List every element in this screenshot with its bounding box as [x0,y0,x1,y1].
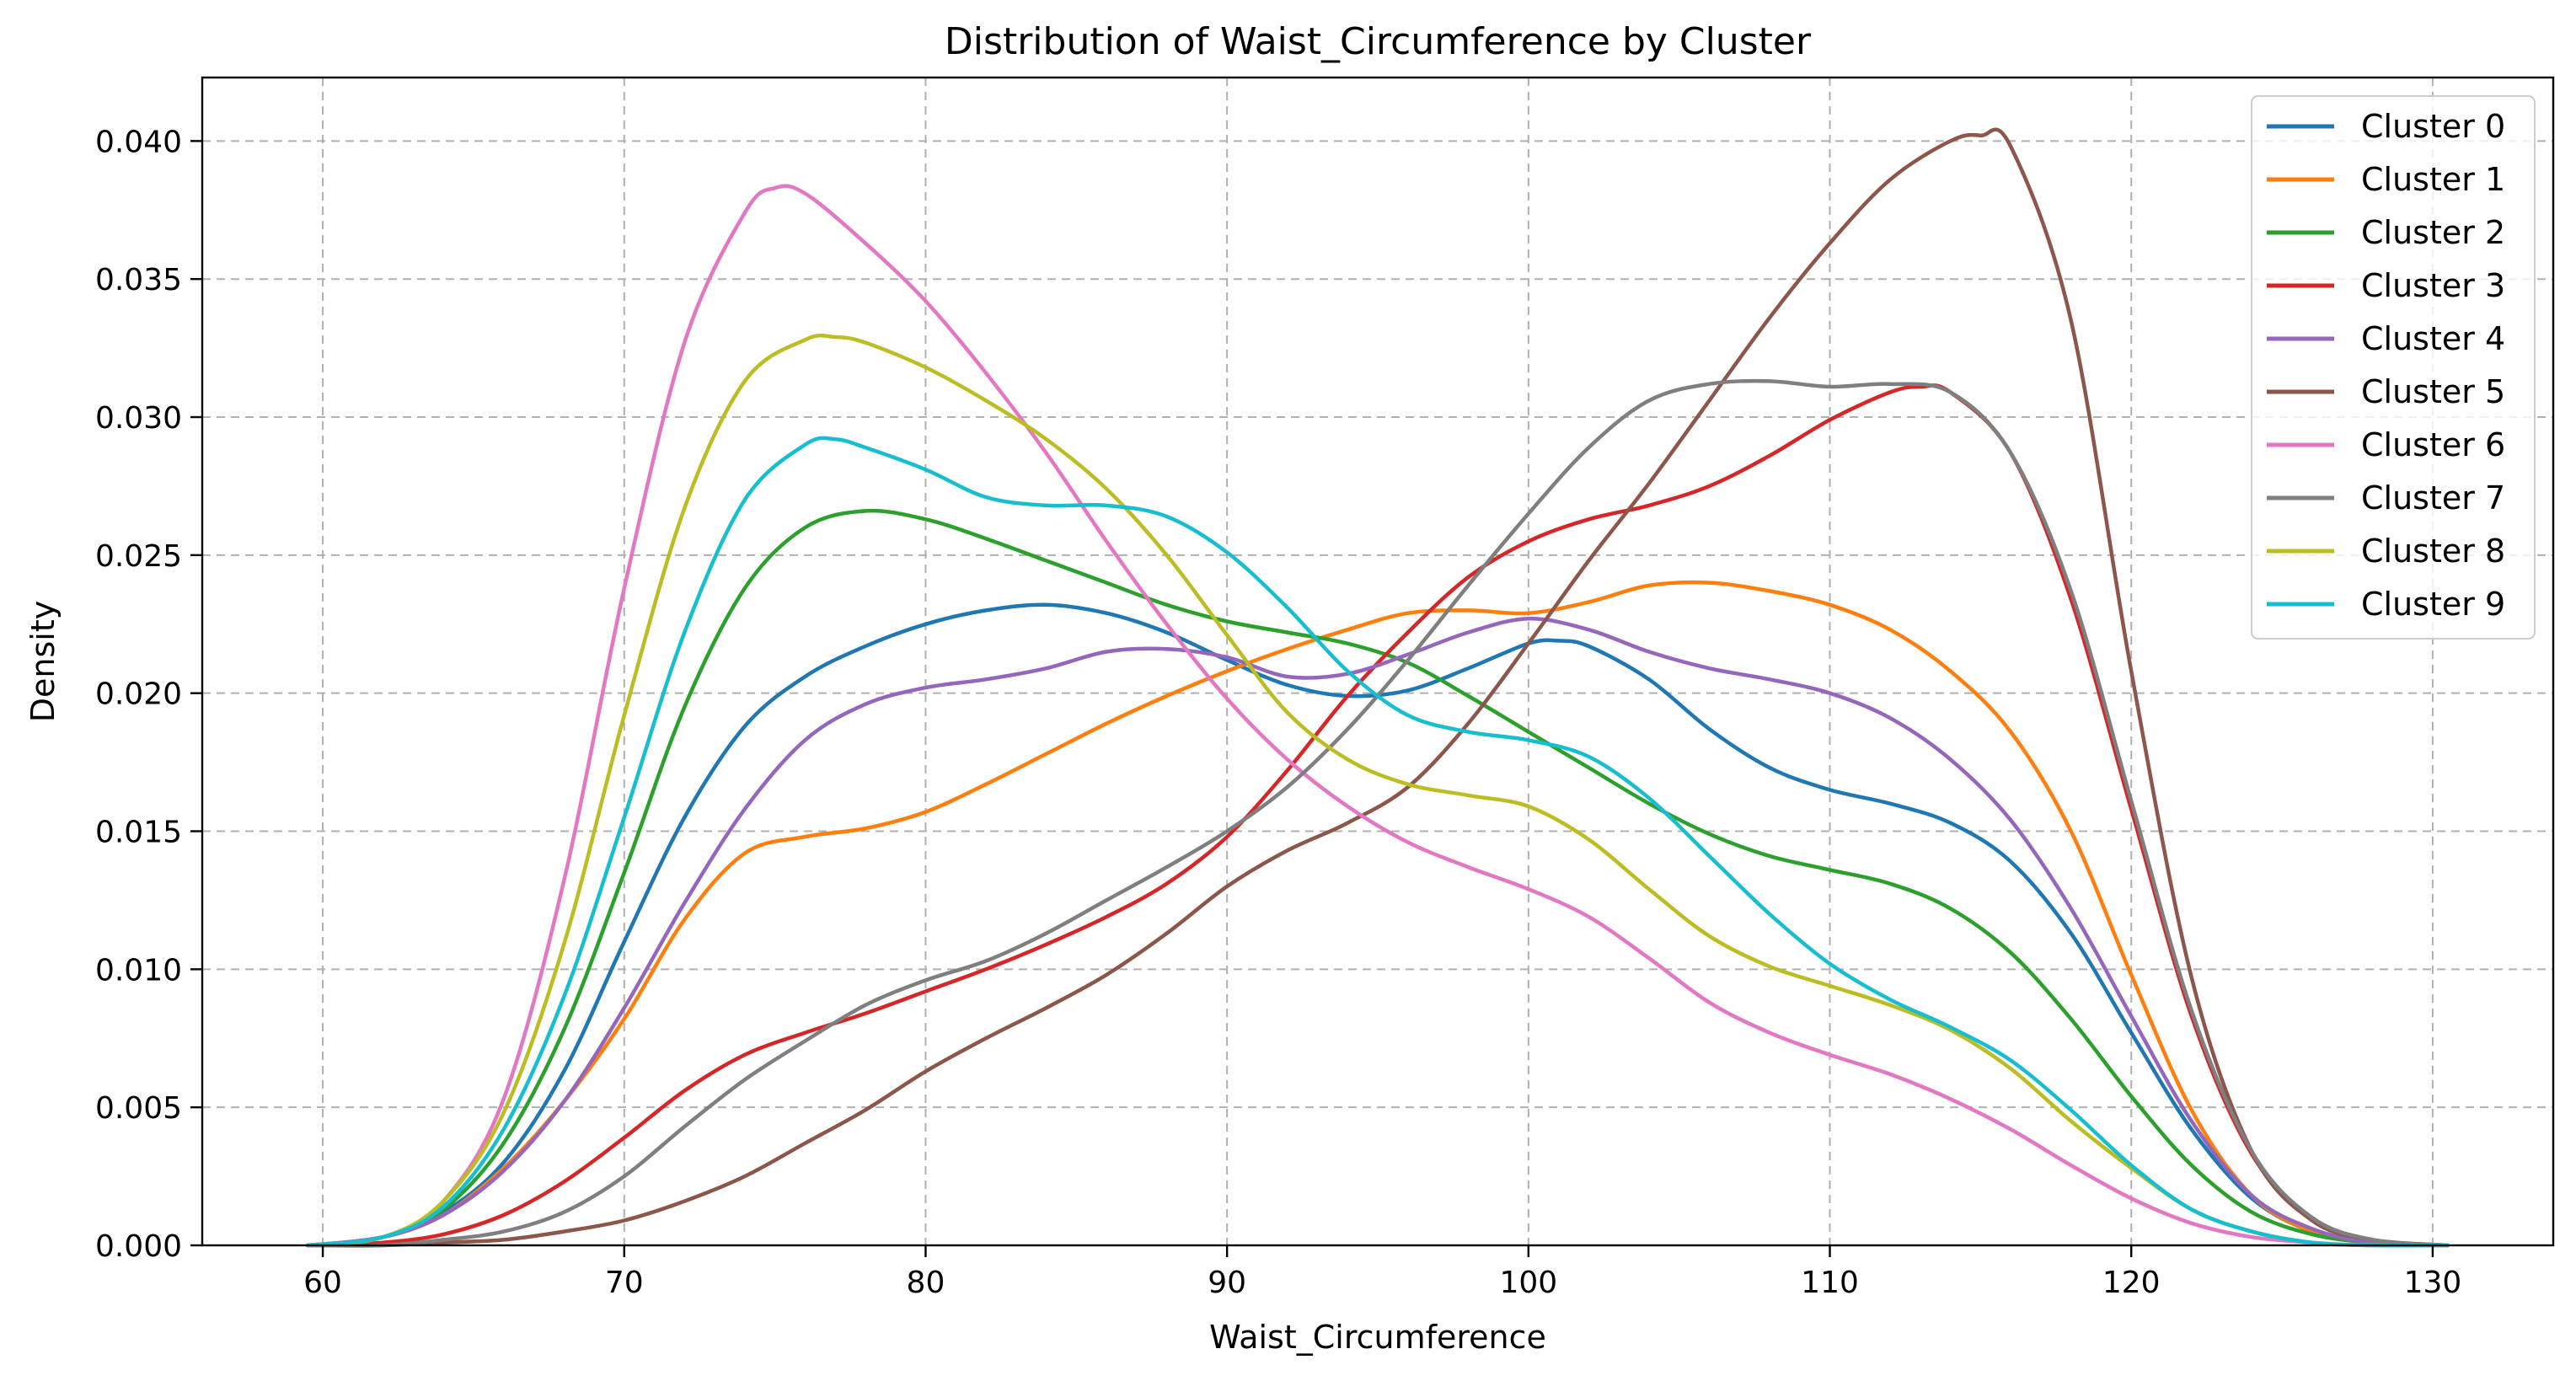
x-tick-label: 120 [2102,1266,2161,1300]
y-tick-label: 0.005 [95,1091,182,1126]
series-line-cluster-0 [305,602,2450,1248]
x-tick-label: 80 [907,1266,945,1300]
series-line-cluster-9 [305,436,2450,1248]
legend-label-cluster-8: Cluster 8 [2361,533,2505,570]
legend-label-cluster-0: Cluster 0 [2361,108,2505,145]
x-tick-label: 70 [605,1266,644,1300]
axis-ticks: 60 70 80 90 100 110 120 130 0.000 0.005 0.010 0.015… [95,125,2461,1300]
y-tick-label: 0.025 [95,539,182,574]
y-tick-label: 0.010 [95,953,182,988]
plot-frame [201,76,2555,1247]
legend-label-cluster-6: Cluster 6 [2361,426,2505,463]
legend-label-cluster-7: Cluster 7 [2361,479,2505,517]
legend-label-cluster-4: Cluster 4 [2361,320,2505,357]
series-line-cluster-4 [305,616,2450,1248]
x-axis-label: Waist_Circumference [1209,1319,1546,1356]
series-line-cluster-6 [305,184,2450,1248]
legend-label-cluster-1: Cluster 1 [2361,161,2505,198]
series-line-cluster-3 [305,383,2450,1248]
y-axis-label: Density [24,601,62,722]
legend-label-cluster-3: Cluster 3 [2361,267,2505,304]
series-lines [305,127,2450,1248]
y-tick-label: 0.000 [95,1229,182,1264]
series-line-cluster-7 [305,378,2450,1248]
legend-label-cluster-5: Cluster 5 [2361,373,2505,410]
y-tick-label: 0.015 [95,816,182,850]
x-tick-label: 100 [1499,1266,1557,1300]
series-line-cluster-8 [305,333,2450,1248]
series-line-cluster-1 [305,580,2450,1248]
y-tick-label: 0.035 [95,263,182,297]
x-tick-label: 130 [2404,1266,2462,1300]
series-line-cluster-5 [305,127,2450,1248]
y-tick-label: 0.020 [95,677,182,712]
y-tick-label: 0.030 [95,401,182,436]
y-tick-label: 0.040 [95,125,182,159]
legend: Cluster 0 Cluster 1 Cluster 2 Cluster 3 Clus… [2251,95,2536,640]
chart-title: Distribution of Waist_Circumference by C… [945,20,1812,63]
legend-label-cluster-9: Cluster 9 [2361,586,2505,623]
legend-label-cluster-2: Cluster 2 [2361,214,2505,251]
x-tick-label: 90 [1208,1266,1246,1300]
x-tick-label: 60 [303,1266,342,1300]
x-tick-label: 110 [1801,1266,1859,1300]
series-line-cluster-2 [305,508,2450,1248]
